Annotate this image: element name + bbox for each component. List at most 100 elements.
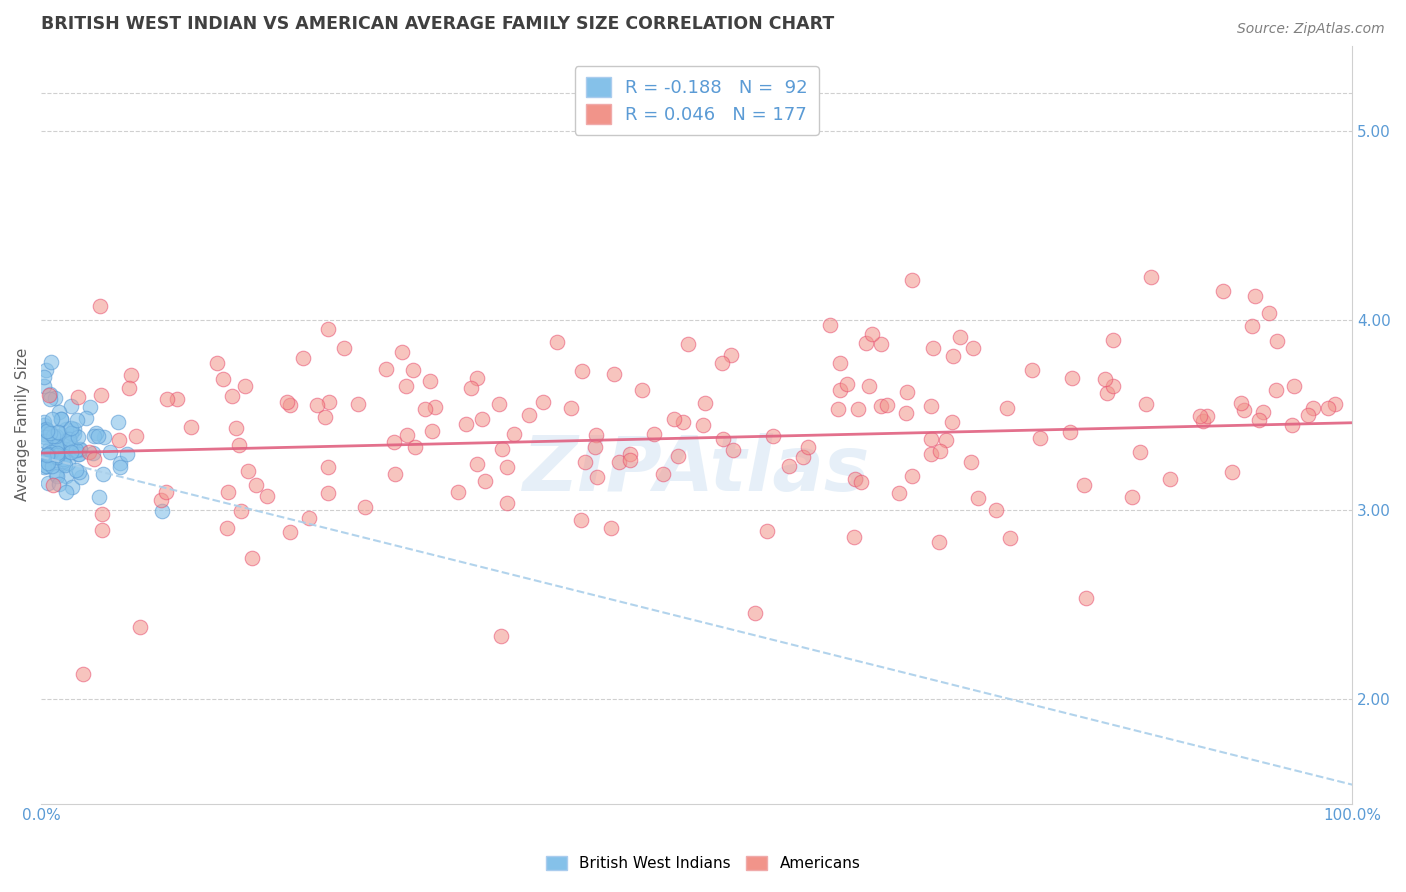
Point: [402, 362, 425, 376]
Point: [38, 387, 60, 401]
Point: [49, 458, 72, 473]
Point: [32, 426, 55, 441]
Point: [46, 448, 69, 462]
Point: [569, 513, 592, 527]
Point: [66, 413, 89, 427]
Point: [574, 455, 596, 469]
Point: [465, 457, 488, 471]
Point: [1212, 284, 1234, 298]
Point: [240, 550, 263, 565]
Point: [374, 361, 396, 376]
Point: [842, 530, 865, 544]
Point: [46, 468, 69, 483]
Point: [108, 456, 131, 470]
Point: [870, 399, 893, 413]
Point: [503, 427, 526, 442]
Point: [517, 408, 540, 422]
Point: [941, 349, 963, 363]
Point: [59, 444, 82, 458]
Point: [619, 453, 641, 467]
Point: [65, 443, 87, 458]
Point: [1249, 413, 1271, 427]
Point: [60, 399, 83, 413]
Point: [425, 400, 447, 414]
Point: [471, 412, 494, 426]
Point: [37, 456, 59, 470]
Point: [52, 451, 75, 466]
Point: [676, 336, 699, 351]
Point: [1251, 405, 1274, 419]
Point: [929, 444, 952, 458]
Point: [93, 430, 115, 444]
Point: [949, 330, 972, 344]
Point: [456, 417, 478, 432]
Point: [32, 415, 55, 429]
Point: [395, 428, 418, 442]
Point: [211, 372, 233, 386]
Point: [1323, 396, 1346, 410]
Point: [668, 449, 690, 463]
Point: [488, 397, 510, 411]
Point: [32, 459, 55, 474]
Point: [156, 392, 179, 406]
Point: [75, 411, 97, 425]
Point: [305, 398, 328, 412]
Point: [89, 490, 111, 504]
Point: [1159, 473, 1181, 487]
Point: [546, 334, 568, 349]
Point: [89, 299, 111, 313]
Point: [49, 412, 72, 426]
Point: [205, 356, 228, 370]
Point: [276, 394, 298, 409]
Point: [32, 423, 55, 437]
Point: [600, 521, 623, 535]
Point: [62, 426, 84, 441]
Point: [1296, 408, 1319, 422]
Point: [51, 437, 73, 451]
Point: [586, 470, 609, 484]
Point: [98, 444, 121, 458]
Point: [1140, 269, 1163, 284]
Point: [876, 398, 898, 412]
Point: [316, 485, 339, 500]
Point: [384, 467, 406, 481]
Point: [46, 450, 69, 464]
Point: [585, 428, 607, 442]
Point: [1229, 396, 1251, 410]
Point: [35, 423, 58, 437]
Point: [792, 450, 814, 464]
Point: [1281, 417, 1303, 432]
Point: [762, 428, 785, 442]
Point: [1073, 478, 1095, 492]
Point: [571, 364, 593, 378]
Point: [51, 454, 73, 468]
Point: [56, 456, 79, 470]
Point: [460, 381, 482, 395]
Point: [962, 341, 984, 355]
Point: [79, 400, 101, 414]
Point: [53, 458, 76, 472]
Point: [721, 442, 744, 457]
Point: [60, 420, 83, 434]
Point: [474, 474, 496, 488]
Point: [828, 355, 851, 369]
Point: [1128, 445, 1150, 459]
Point: [35, 422, 58, 436]
Point: [155, 484, 177, 499]
Point: [46, 438, 69, 452]
Point: [41, 411, 63, 425]
Point: [108, 459, 131, 474]
Point: [384, 434, 406, 449]
Point: [827, 402, 849, 417]
Point: [1316, 401, 1339, 416]
Point: [291, 351, 314, 365]
Point: [922, 342, 945, 356]
Point: [108, 434, 131, 448]
Point: [41, 458, 63, 473]
Point: [67, 465, 90, 479]
Point: [491, 442, 513, 457]
Point: [41, 429, 63, 443]
Point: [347, 397, 370, 411]
Point: [256, 489, 278, 503]
Point: [643, 427, 665, 442]
